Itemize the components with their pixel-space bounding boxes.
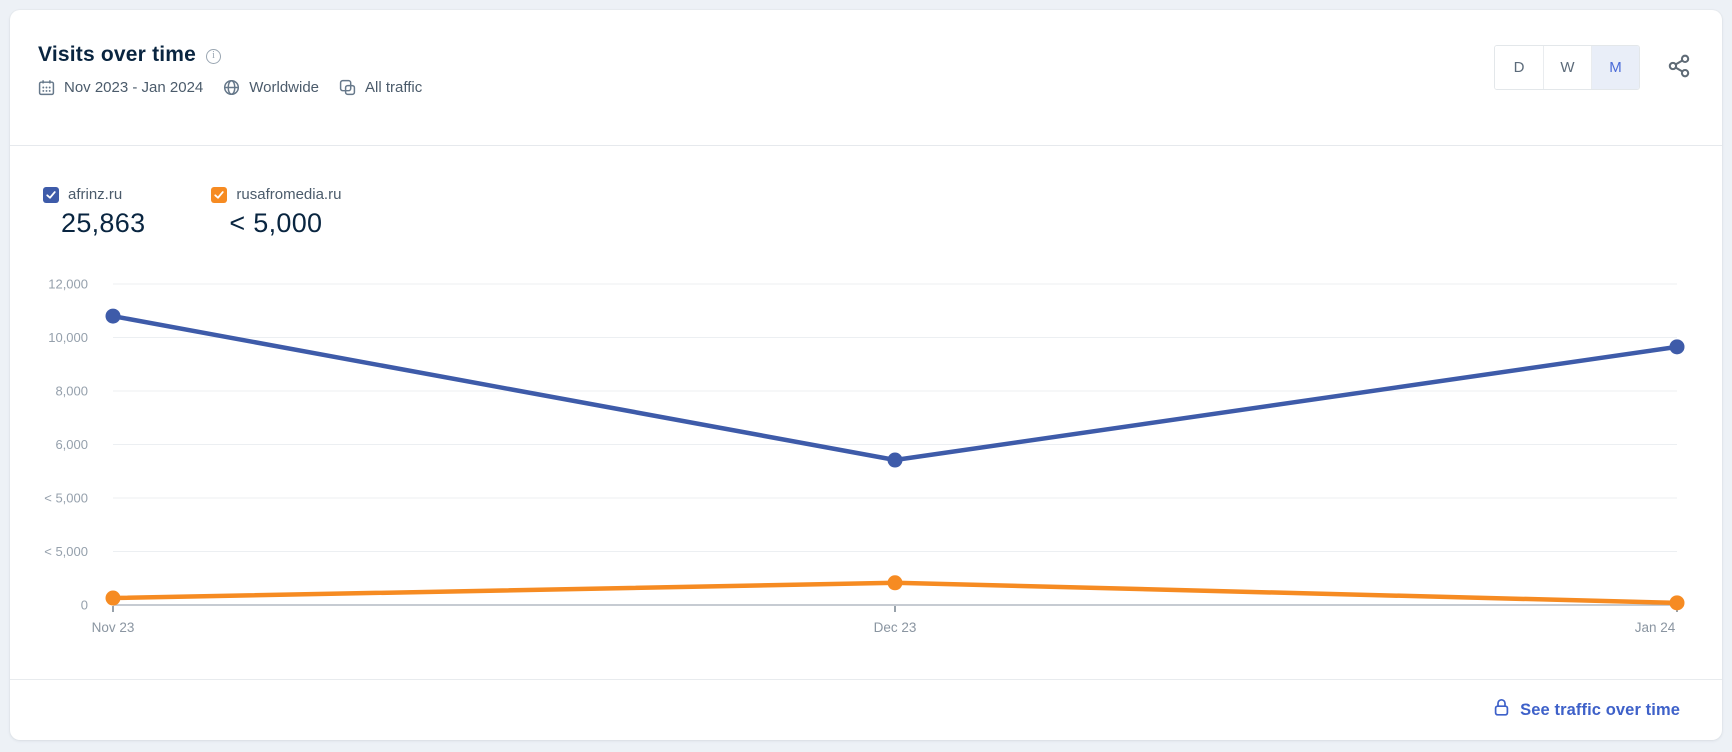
y-tick-label: < 5,000 [44,544,88,559]
date-range-label: Nov 2023 - Jan 2024 [64,79,204,96]
granularity-toggle: D W M [1494,45,1640,90]
calendar-icon [38,79,55,96]
y-tick-label: 6,000 [55,437,88,452]
see-traffic-link[interactable]: See traffic over time [1493,697,1680,723]
y-tick-label: 0 [81,598,88,613]
data-point-afrinz-ru-dec-23[interactable] [887,452,903,468]
share-icon [1666,53,1692,82]
chart-legend: afrinz.ru 25,863 rusafromedia.ru < 5,000 [43,186,341,239]
page-title: Visits over time [38,43,197,66]
granularity-day-button[interactable]: D [1495,46,1543,89]
data-point-afrinz-ru-nov-23[interactable] [105,308,121,324]
visits-over-time-card: Visits over time i Nov 2023 - Jan 2024 [10,10,1722,740]
card-header: Visits over time i Nov 2023 - Jan 2024 [10,10,1722,145]
region-label: Worldwide [249,79,320,96]
legend-checkbox-rusafromedia[interactable] [211,186,228,203]
header-divider [10,145,1722,146]
data-point-afrinz-ru-jan-24[interactable] [1669,339,1685,355]
legend-checkbox-afrinz[interactable] [43,186,59,203]
x-tick-label: Nov 23 [92,620,135,635]
granularity-month-button[interactable]: M [1591,46,1639,89]
legend-label-afrinz: afrinz.ru [68,186,123,203]
y-tick-label: 8,000 [55,384,88,399]
legend-value-rusafromedia: < 5,000 [229,208,323,238]
filters-row: Nov 2023 - Jan 2024 Worldwide All traffi… [38,79,442,96]
legend-label-rusafromedia: rusafromedia.ru [236,186,342,203]
card-footer: See traffic over time [10,679,1722,740]
legend-item-afrinz[interactable]: afrinz.ru 25,863 [43,186,145,239]
share-button[interactable] [1666,53,1692,82]
lock-icon [1493,697,1510,723]
traffic-filter-label: All traffic [365,79,423,96]
legend-value-afrinz: 25,863 [61,208,146,238]
data-point-rusafromedia-ru-dec-23[interactable] [887,575,903,591]
x-tick-label: Dec 23 [874,620,917,635]
chart-svg[interactable]: 0 < 5,000 < 5,000 6,000 8,000 10,000 12,000 Nov… [10,240,1722,670]
data-point-rusafromedia-ru-nov-23[interactable] [105,590,121,606]
x-tick-label: Jan 24 [1635,620,1676,635]
y-tick-label: 12,000 [48,277,88,292]
info-icon[interactable]: i [206,48,222,64]
visits-chart: 0 < 5,000 < 5,000 6,000 8,000 10,000 12,000 Nov… [10,240,1722,670]
traffic-sources-icon [339,79,356,96]
y-tick-label: 10,000 [48,330,88,345]
granularity-week-button[interactable]: W [1543,46,1591,89]
data-point-rusafromedia-ru-jan-24[interactable] [1669,595,1685,611]
legend-item-rusafromedia[interactable]: rusafromedia.ru < 5,000 [211,186,341,239]
y-tick-label: < 5,000 [44,491,88,506]
see-traffic-link-label: See traffic over time [1520,700,1680,719]
globe-icon [223,79,240,96]
